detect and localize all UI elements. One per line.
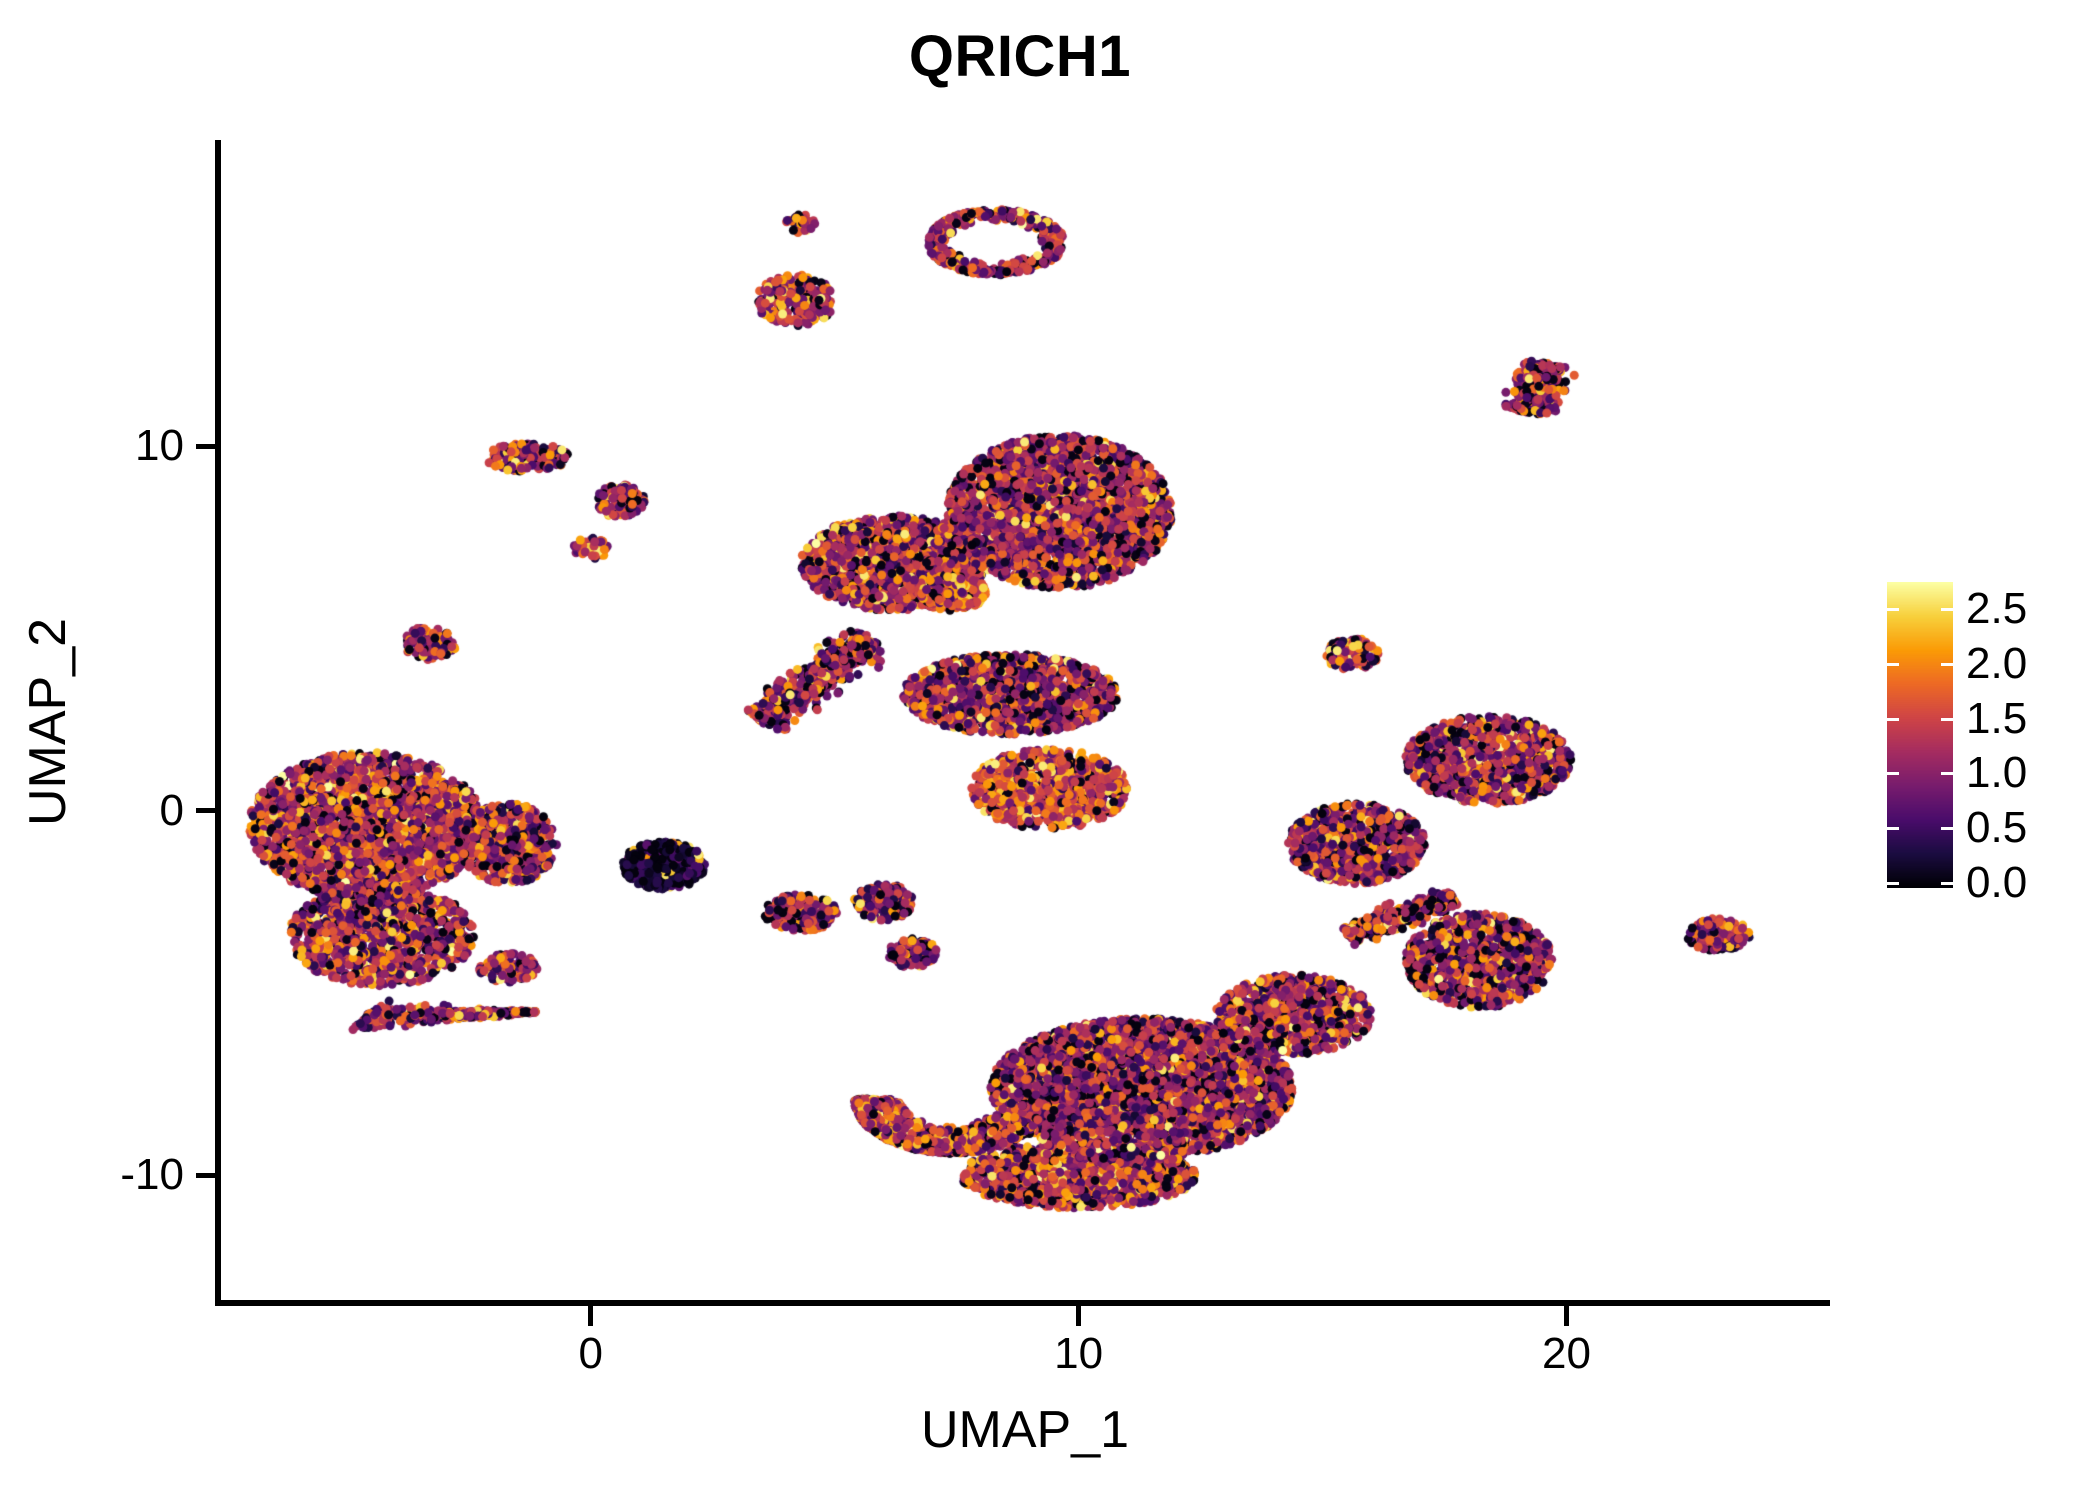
x-tick-mark bbox=[588, 1306, 594, 1326]
x-axis-title: UMAP_1 bbox=[920, 1401, 1130, 1459]
legend-tick-label: 0.0 bbox=[1966, 857, 2028, 907]
x-tick-mark bbox=[1564, 1306, 1570, 1326]
legend-tick-label: 2.5 bbox=[1966, 584, 2028, 634]
y-tick-mark bbox=[196, 443, 216, 449]
colorbar-tick-mark bbox=[1887, 772, 1899, 776]
legend-tick-label: 1.0 bbox=[1966, 748, 2028, 798]
scatter-plot-area[interactable] bbox=[220, 140, 1830, 1303]
colorbar-tick-mark bbox=[1941, 772, 1953, 776]
y-tick-mark bbox=[196, 808, 216, 814]
plot-panel bbox=[220, 140, 1830, 1303]
colorbar-tick-mark bbox=[1941, 717, 1953, 721]
y-tick-label: 0 bbox=[159, 785, 184, 835]
colorbar-tick-mark bbox=[1941, 881, 1953, 885]
x-tick-label: 20 bbox=[1542, 1329, 1591, 1378]
y-axis-title: UMAP_2 bbox=[19, 617, 77, 827]
x-tick-label: 10 bbox=[1054, 1329, 1104, 1378]
legend: 2.5 2.0 1.5 1.0 0.5 0.0 bbox=[1880, 570, 2090, 910]
colorbar-tick-mark bbox=[1887, 826, 1899, 830]
y-tick-label: 10 bbox=[135, 421, 184, 471]
legend-tick-label: 0.5 bbox=[1966, 802, 2028, 852]
colorbar-tick-mark bbox=[1887, 608, 1899, 612]
colorbar-tick-mark bbox=[1941, 662, 1953, 666]
x-tick-mark bbox=[1076, 1306, 1082, 1326]
y-tick-label: -10 bbox=[120, 1150, 184, 1200]
colorbar-tick-mark bbox=[1887, 881, 1899, 885]
legend-tick-label: 1.5 bbox=[1966, 693, 2028, 743]
colorbar-tick-mark bbox=[1941, 608, 1953, 612]
y-tick-mark bbox=[196, 1172, 216, 1178]
page-title: QRICH1 bbox=[908, 24, 1132, 89]
colorbar-tick-mark bbox=[1887, 662, 1899, 666]
colorbar-gradient bbox=[1887, 582, 1953, 888]
x-tick-label: 0 bbox=[578, 1329, 604, 1378]
legend-tick-label: 2.0 bbox=[1966, 638, 2028, 688]
x-axis-line bbox=[217, 1300, 1830, 1306]
colorbar-tick-mark bbox=[1941, 826, 1953, 830]
colorbar-tick-mark bbox=[1887, 717, 1899, 721]
colorbar-tick-labels: 2.5 2.0 1.5 1.0 0.5 0.0 bbox=[1966, 570, 2086, 910]
y-axis-line bbox=[215, 140, 221, 1306]
